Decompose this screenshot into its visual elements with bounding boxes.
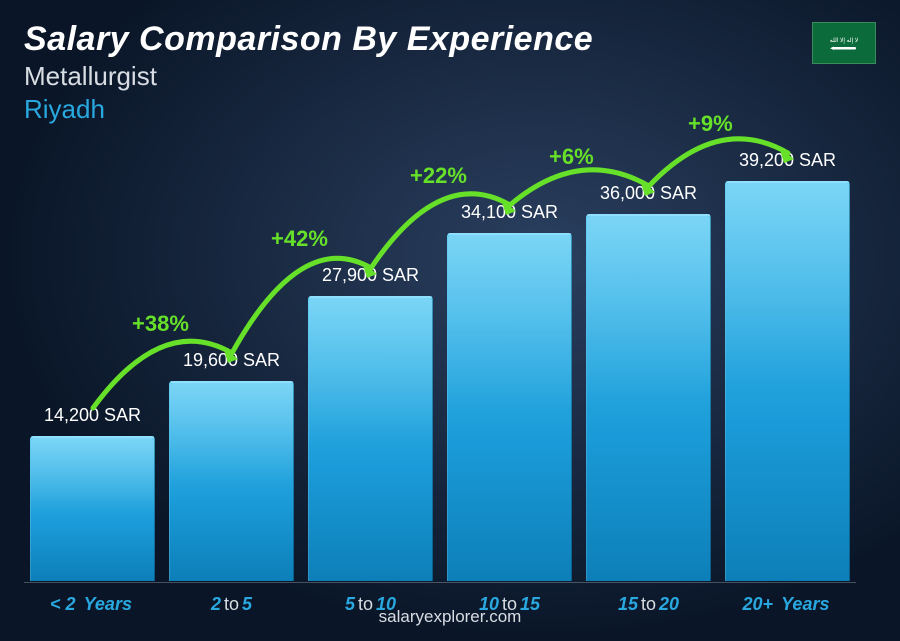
bar-value-label: 19,600 SAR — [183, 350, 280, 371]
bar-value-label: 14,200 SAR — [44, 405, 141, 426]
bar — [308, 296, 433, 581]
bar — [586, 214, 711, 581]
bar-value-label: 39,200 SAR — [739, 150, 836, 171]
svg-text:لا إله إلا الله: لا إله إلا الله — [830, 37, 858, 44]
bar-chart: 14,200 SAR< 2 Years19,600 SAR2to527,900 … — [30, 111, 850, 581]
bar — [169, 381, 294, 581]
footer-attribution: salaryexplorer.com — [0, 607, 900, 627]
bar-column: 36,000 SAR15to20 — [586, 183, 711, 581]
bar-value-label: 36,000 SAR — [600, 183, 697, 204]
growth-label: +6% — [549, 144, 594, 170]
growth-label: +9% — [688, 111, 733, 137]
chart-baseline — [24, 582, 856, 583]
growth-label: +42% — [271, 226, 328, 252]
country-flag: لا إله إلا الله — [812, 22, 876, 64]
bar-column: 39,200 SAR20+ Years — [725, 150, 850, 581]
growth-label: +22% — [410, 163, 467, 189]
bar-value-label: 27,900 SAR — [322, 265, 419, 286]
bar — [447, 233, 572, 581]
bar-column: 27,900 SAR5to10 — [308, 265, 433, 581]
growth-label: +38% — [132, 311, 189, 337]
bar-column: 19,600 SAR2to5 — [169, 350, 294, 581]
bar-column: 34,100 SAR10to15 — [447, 202, 572, 581]
page-title: Salary Comparison By Experience — [24, 20, 593, 59]
saudi-flag-icon: لا إله إلا الله — [820, 29, 868, 57]
bar — [30, 436, 155, 581]
job-title: Metallurgist — [24, 61, 593, 92]
bar-value-label: 34,100 SAR — [461, 202, 558, 223]
bar-column: 14,200 SAR< 2 Years — [30, 405, 155, 581]
bar — [725, 181, 850, 581]
header: Salary Comparison By Experience Metallur… — [24, 20, 593, 125]
